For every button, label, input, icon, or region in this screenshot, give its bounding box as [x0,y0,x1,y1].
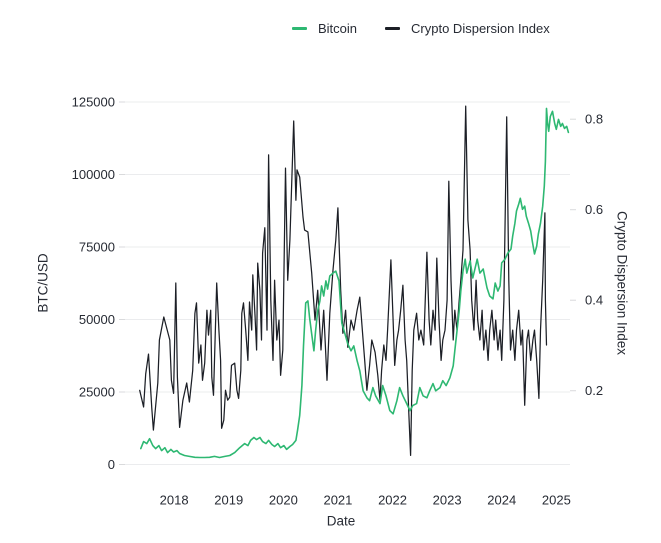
x-tick-label: 2021 [323,493,352,508]
y-left-tick-label: 25000 [79,385,115,400]
legend: Bitcoin Crypto Dispersion Index [292,21,550,36]
x-tick-label: 2020 [269,493,298,508]
x-tick-label: 2019 [214,493,243,508]
y-left-tick-label: 100000 [72,167,115,182]
y-left-tick-label: 0 [108,457,115,472]
y-right-tick-label: 0.6 [585,202,603,217]
y-left-tick-label: 50000 [79,312,115,327]
x-tick-label: 2022 [378,493,407,508]
legend-label-bitcoin: Bitcoin [318,21,358,36]
x-axis-title: Date [326,513,356,529]
legend-label-dispersion-index: Crypto Dispersion Index [411,21,550,36]
dispersion-index-line [139,105,548,457]
bitcoin-line-swatch [292,27,307,30]
x-tick-label: 2025 [542,493,571,508]
y-right-tick-label: 0.4 [585,293,603,308]
x-tick-label: 2023 [433,493,462,508]
y-axis-title-right: Crypto Dispersion Index [614,210,630,356]
y-right-tick-label: 0.8 [585,112,603,127]
x-tick-label: 2018 [160,493,189,508]
x-tick-label: 2024 [487,493,516,508]
y-left-tick-label: 75000 [79,240,115,255]
y-left-tick-label: 125000 [72,95,115,110]
legend-item-dispersion-index[interactable]: Crypto Dispersion Index [385,21,550,36]
dispersion-line-swatch [385,27,401,30]
y-axis-title-left: BTC/USD [35,253,51,313]
legend-item-bitcoin[interactable]: Bitcoin [292,21,357,36]
bitcoin-line [140,107,570,459]
y-right-tick-label: 0.2 [585,383,603,398]
